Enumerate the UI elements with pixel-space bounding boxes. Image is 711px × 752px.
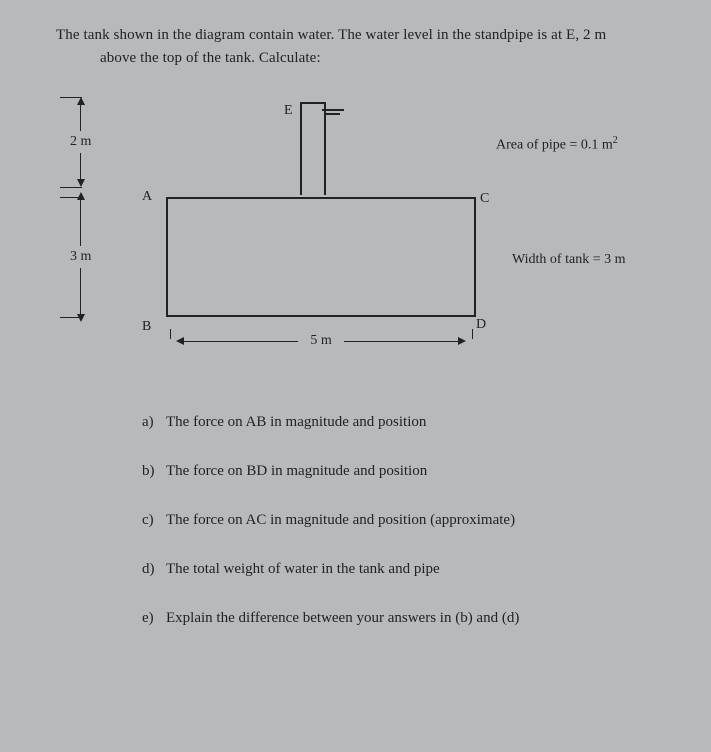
- question-label: c): [142, 512, 166, 529]
- dimension-3m: 3 m: [68, 192, 93, 322]
- question-list: a) The force on AB in magnitude and posi…: [142, 414, 667, 627]
- pipe-area-text: Area of pipe = 0.1 m: [496, 138, 613, 153]
- dim-2m-label: 2 m: [68, 134, 93, 150]
- dimension-5m: 5 m: [176, 333, 466, 349]
- question-b: b) The force on BD in magnitude and posi…: [142, 463, 667, 480]
- question-text: The force on AC in magnitude and positio…: [166, 512, 667, 529]
- problem-intro: The tank shown in the diagram contain wa…: [56, 24, 667, 69]
- intro-line2: above the top of the tank. Calculate:: [56, 47, 667, 70]
- question-c: c) The force on AC in magnitude and posi…: [142, 512, 667, 529]
- intro-line1: The tank shown in the diagram contain wa…: [56, 24, 667, 47]
- question-d: d) The total weight of water in the tank…: [142, 561, 667, 578]
- tank-body: [166, 197, 476, 317]
- question-text: The force on AB in magnitude and positio…: [166, 414, 667, 431]
- label-A: A: [142, 189, 152, 205]
- question-e: e) Explain the difference between your a…: [142, 610, 667, 627]
- question-text: Explain the difference between your answ…: [166, 610, 667, 627]
- question-text: The force on BD in magnitude and positio…: [166, 463, 667, 480]
- standpipe: [300, 102, 326, 197]
- label-C: C: [480, 191, 489, 207]
- diagram: 2 m 3 m E A B C D Area of pipe = 0.1 m2 …: [56, 97, 667, 392]
- question-text: The total weight of water in the tank an…: [166, 561, 667, 578]
- tank-width-note: Width of tank = 3 m: [512, 252, 625, 268]
- dim-5m-label: 5 m: [310, 333, 331, 349]
- question-a: a) The force on AB in magnitude and posi…: [142, 414, 667, 431]
- dim-3m-label: 3 m: [68, 249, 93, 265]
- question-label: b): [142, 463, 166, 480]
- dimension-2m: 2 m: [68, 97, 93, 187]
- question-label: e): [142, 610, 166, 627]
- label-D: D: [476, 317, 486, 333]
- label-E: E: [284, 103, 293, 119]
- label-B: B: [142, 319, 151, 335]
- question-label: d): [142, 561, 166, 578]
- water-level-marker: [322, 109, 344, 111]
- pipe-area-exp: 2: [613, 135, 618, 146]
- pipe-area-note: Area of pipe = 0.1 m2: [496, 135, 618, 154]
- question-label: a): [142, 414, 166, 431]
